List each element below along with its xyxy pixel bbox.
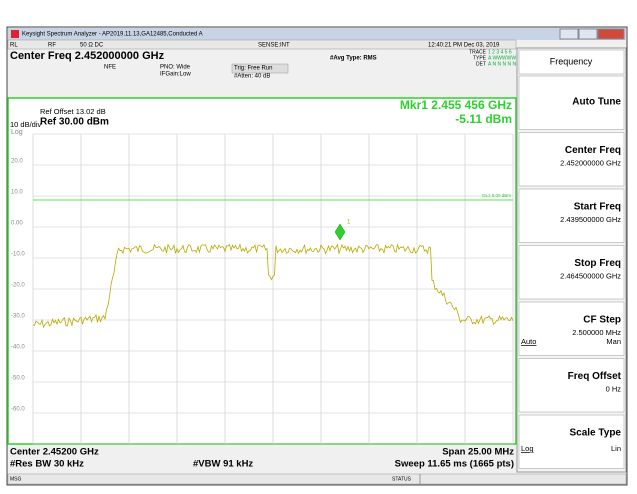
- vbw: #VBW 91 kHz: [193, 459, 253, 470]
- type-label: TYPE: [473, 55, 487, 61]
- menu-value: 2.439500000 GHz: [560, 215, 621, 224]
- option-right: Man: [606, 337, 621, 346]
- option-right: Lin: [611, 444, 621, 453]
- span: Span 25.00 MHz: [442, 447, 514, 458]
- menu-value: 2.464500000 GHz: [560, 271, 621, 280]
- menu-label: CF Step: [583, 315, 621, 326]
- menu-label: Scale Type: [569, 428, 621, 439]
- input: 50 Ω DC: [80, 43, 104, 49]
- status-row: [7, 39, 517, 50]
- menu: Frequency Auto Tune Center Freq 2.452000000…: [516, 47, 627, 473]
- ref-offset: Ref Offset 13.02 dB: [40, 107, 106, 116]
- close[interactable]: [597, 28, 625, 40]
- display-area: [7, 97, 517, 445]
- marker-freq: Mkr1 2.455 456 GHz: [400, 98, 512, 112]
- atten: #Atten: 40 dB: [234, 74, 270, 80]
- option-left: Log: [521, 444, 534, 453]
- y-label: 10.0: [11, 190, 23, 196]
- y-label: -10.0: [11, 252, 25, 258]
- menu-button[interactable]: [518, 358, 625, 413]
- scale: 10 dB/div: [10, 120, 42, 129]
- maximize[interactable]: [578, 28, 598, 40]
- y-label: -50.0: [11, 376, 25, 382]
- option-left: Auto: [521, 337, 536, 346]
- center-freq-header: Center Freq 2.452000000 GHz: [10, 50, 165, 62]
- menu-button[interactable]: [518, 301, 625, 356]
- menu-button[interactable]: [518, 414, 625, 469]
- rbw: #Res BW 30 kHz: [10, 459, 84, 470]
- menu-label: Start Freq: [574, 202, 621, 213]
- trace: [32, 243, 514, 329]
- menu-header: [518, 49, 625, 75]
- y-label: -60.0: [11, 407, 25, 413]
- type-values: A WWWWW: [488, 55, 516, 61]
- menu-button[interactable]: [518, 188, 625, 243]
- menu-button[interactable]: [518, 132, 625, 187]
- menu-value: 2.452000000 GHz: [560, 158, 621, 167]
- y-label: -40.0: [11, 345, 25, 351]
- y-label: -20.0: [11, 283, 25, 289]
- status: STATUS: [392, 476, 412, 482]
- menu-label: Stop Freq: [574, 258, 621, 269]
- app-icon: [11, 30, 19, 38]
- msg: MSG: [10, 476, 22, 482]
- avg-type: #Avg Type: RMS: [330, 56, 377, 62]
- marker: [334, 223, 346, 241]
- rf: RF: [48, 43, 56, 49]
- det-values: A N N N N N: [488, 61, 516, 67]
- menu-value: 2.500000 MHz: [572, 328, 621, 337]
- pno: PNO: Wide: [160, 65, 191, 71]
- y-label: 20.0: [11, 159, 23, 165]
- y-labels: 20.0 10.0 0.00 -10.0 -20.0 -30.0 -40.0 -50.0 -60…: [11, 159, 25, 413]
- trig: Trig: Free Run: [234, 66, 272, 72]
- display-line-label: DL1 5.00 dBm: [482, 193, 511, 198]
- marker-id: 1: [347, 220, 351, 226]
- sweep: Sweep 11.65 ms (1665 pts): [395, 459, 514, 470]
- y-label: 0.00: [11, 221, 23, 227]
- ref-level: Ref 30.00 dBm: [40, 117, 109, 128]
- y-label: -30.0: [11, 314, 25, 320]
- menu-label: Auto Tune: [572, 97, 621, 108]
- menu-button[interactable]: [518, 245, 625, 300]
- trace-label: TRACE: [469, 49, 487, 55]
- trace-values: 1 2 3 4 5 6: [488, 49, 512, 55]
- menu-button[interactable]: [518, 75, 625, 130]
- sense: SENSE:INT: [258, 43, 290, 49]
- det-label: DET: [476, 61, 486, 67]
- marker-level: -5.11 dBm: [455, 112, 512, 126]
- window-title: Keysight Spectrum Analyzer - AP2019.11.1…: [22, 32, 203, 38]
- trig-box: [231, 63, 289, 74]
- rl: RL: [10, 43, 18, 49]
- grid: [32, 133, 514, 445]
- menu-label: Center Freq: [565, 145, 621, 156]
- ifgain: IFGain:Low: [160, 72, 191, 78]
- minimize[interactable]: [559, 28, 579, 40]
- menu-title: Frequency: [550, 56, 593, 66]
- menu-label: Freq Offset: [568, 371, 622, 382]
- menu-value: 0 Hz: [606, 384, 622, 393]
- scale-type-label: Log: [11, 129, 23, 136]
- nfe: NFE: [104, 65, 116, 71]
- datetime: 12:40:21 PM Dec 03, 2019: [428, 43, 500, 49]
- message-bar: [7, 473, 627, 485]
- footer-center: Center 2.45200 GHz: [10, 447, 99, 458]
- title-bar: [8, 28, 626, 40]
